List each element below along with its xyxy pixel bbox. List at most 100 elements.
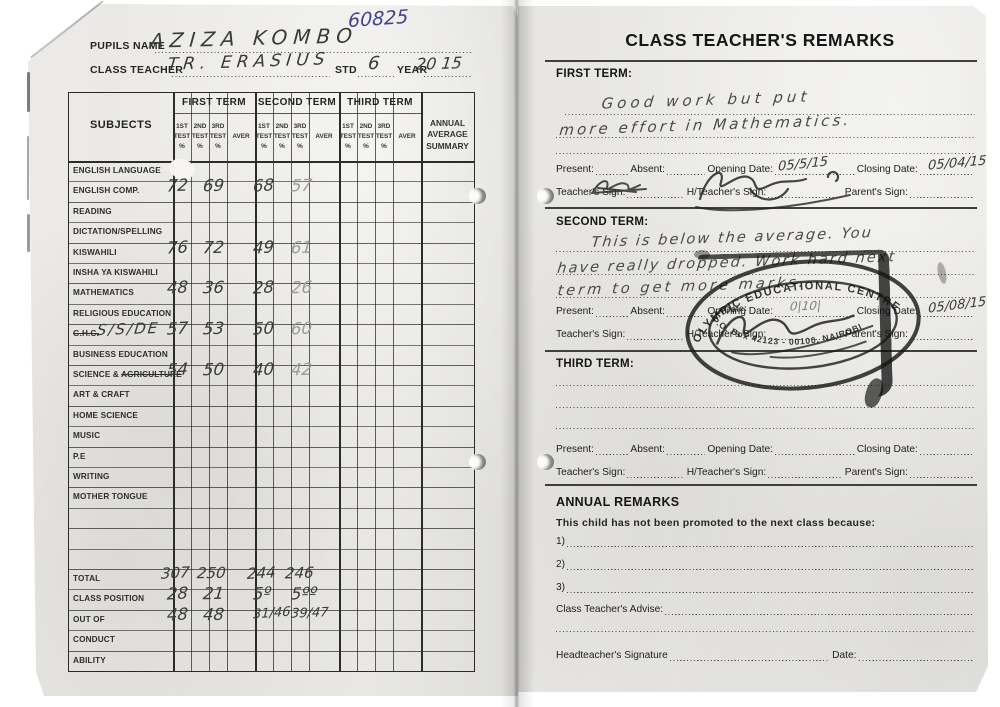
test-subheader: 2ND TEST% [357, 115, 375, 159]
mark-value: 244 [246, 562, 277, 584]
term-header: FIRST TERM [182, 97, 246, 108]
subheader-line: 1ST [258, 123, 270, 131]
subheader-line: TEST [191, 133, 209, 141]
subject-label: P.E [73, 451, 86, 461]
parent-sign-label: Parent's Sign: [844, 187, 908, 198]
year-handwritten: 20 15 [414, 53, 463, 74]
term-header-underline [173, 113, 421, 114]
subheader-line: 2ND [275, 123, 289, 131]
subject-label: G.H.C. [73, 329, 99, 338]
table-row-line [69, 385, 474, 387]
subheader-line: % [261, 142, 267, 150]
dotted-line [775, 306, 855, 317]
table-row-line [69, 201, 474, 203]
dotted-line [775, 164, 855, 175]
mark-value: 53 [202, 318, 226, 339]
remark-line [556, 137, 975, 139]
subheader-line: 1ST [342, 123, 354, 131]
table-row-line [69, 589, 474, 591]
mark-value: 31/46 [252, 604, 291, 623]
mark-value: 72 [202, 237, 226, 257]
subject-label: READING [73, 206, 112, 216]
headteacher-signature-row: Headteacher's Signature Date: [556, 650, 975, 661]
absent-label: Absent: [630, 164, 665, 175]
remark-line [556, 428, 975, 430]
stamp-date-label: Date: [724, 303, 747, 315]
edge-smudge [27, 214, 30, 252]
signatures-row-term-2: Teacher's Sign: H/Teacher's Sign: Parent's… [556, 329, 975, 340]
pupil-name-line [155, 52, 473, 54]
std-label: STD [335, 64, 357, 76]
absent-label: Absent: [630, 444, 665, 455]
annual-item-1: 1) [556, 536, 975, 547]
test-subheader: 1ST TEST% [339, 115, 357, 159]
table-row-line [69, 446, 474, 448]
subheader-line: 3RD [211, 123, 225, 131]
subheader-line: % [297, 142, 303, 150]
table-column-line [309, 93, 310, 671]
opening-date-label: Opening Date: [707, 444, 774, 455]
dotted-line [627, 467, 685, 478]
table-column-line [255, 93, 257, 671]
table-row-line [69, 365, 474, 366]
subheader-line: % [345, 142, 351, 150]
svg-text:Date:: Date: [724, 303, 747, 315]
remarks-title: CLASS TEACHER'S REMARKS [625, 30, 895, 50]
mark-value: 40 [252, 359, 275, 380]
subject-label: KISWAHILI [73, 247, 117, 257]
subject-label: ABILITY [73, 655, 106, 665]
table-column-line [393, 93, 394, 671]
subheader-line: TEST [173, 133, 191, 141]
edge-smudge [27, 136, 29, 200]
dotted-line [919, 306, 973, 317]
annual-average-header: ANNUAL AVERAGE SUMMARY [421, 111, 474, 159]
mark-value: 28 [252, 277, 275, 299]
dotted-line [768, 467, 843, 478]
subheader-line: % [279, 142, 285, 150]
table-row-line [69, 405, 474, 407]
dotted-line [669, 650, 831, 661]
table-row-line [69, 242, 474, 244]
table-row-line [69, 528, 474, 530]
dotted-line [666, 164, 706, 175]
mark-value: 48 [166, 277, 189, 298]
dotted-line [909, 187, 973, 198]
first-term-heading: FIRST TERM: [556, 68, 633, 80]
dotted-line [768, 187, 843, 198]
pupil-name-handwritten: AZIZA KOMBO [149, 23, 359, 53]
table-column-line [339, 93, 341, 671]
table-row-line [69, 181, 474, 183]
school-stamp: OLYMPIC EDUCATIONAL CENTRE P.O. Box 4212… [685, 259, 921, 391]
advise-line-2 [556, 631, 975, 633]
mark-value: 69 [202, 176, 226, 196]
hteacher-sign-label: H/Teacher's Sign: [686, 187, 767, 198]
mark-value: 50 [252, 318, 275, 339]
punch-hole [538, 188, 554, 204]
remark-line [556, 251, 975, 253]
subheader-line: 1ST [176, 123, 188, 131]
dotted-line [919, 444, 973, 455]
advise-label: Class Teacher's Advise: [556, 604, 664, 615]
edge-smudge [27, 72, 30, 112]
hteacher-sign-label: H/Teacher's Sign: [686, 329, 767, 340]
subject-label: MATHEMATICS [73, 288, 134, 298]
test-subheader: 3RD TEST% [291, 115, 309, 159]
table-row-line [69, 344, 474, 346]
mark-value: 48 [166, 604, 189, 625]
third-term-heading: THIRD TERM: [556, 358, 635, 370]
punch-hole [470, 188, 486, 204]
subject-label-struck: G.H.C. [73, 329, 99, 339]
table-row-line [69, 283, 474, 285]
mark-value: 42 [290, 359, 313, 380]
test-subheader: 3RD TEST% [375, 115, 393, 159]
dotted-line [768, 329, 843, 340]
subject-label: BUSINESS EDUCATION [73, 349, 168, 359]
test-subheader: 3RD TEST% [209, 115, 227, 159]
table-row-line [69, 222, 474, 224]
subject-label: DICTATION/SPELLING [73, 227, 163, 237]
pupil-name-label: PUPILS NAME [90, 40, 166, 52]
term-header: SECOND TERM [257, 97, 337, 108]
dotted-line [666, 306, 706, 317]
attendance-row-term-3: Present: Absent: Opening Date: Closing Date… [556, 444, 975, 455]
item-label: 2) [556, 559, 566, 570]
